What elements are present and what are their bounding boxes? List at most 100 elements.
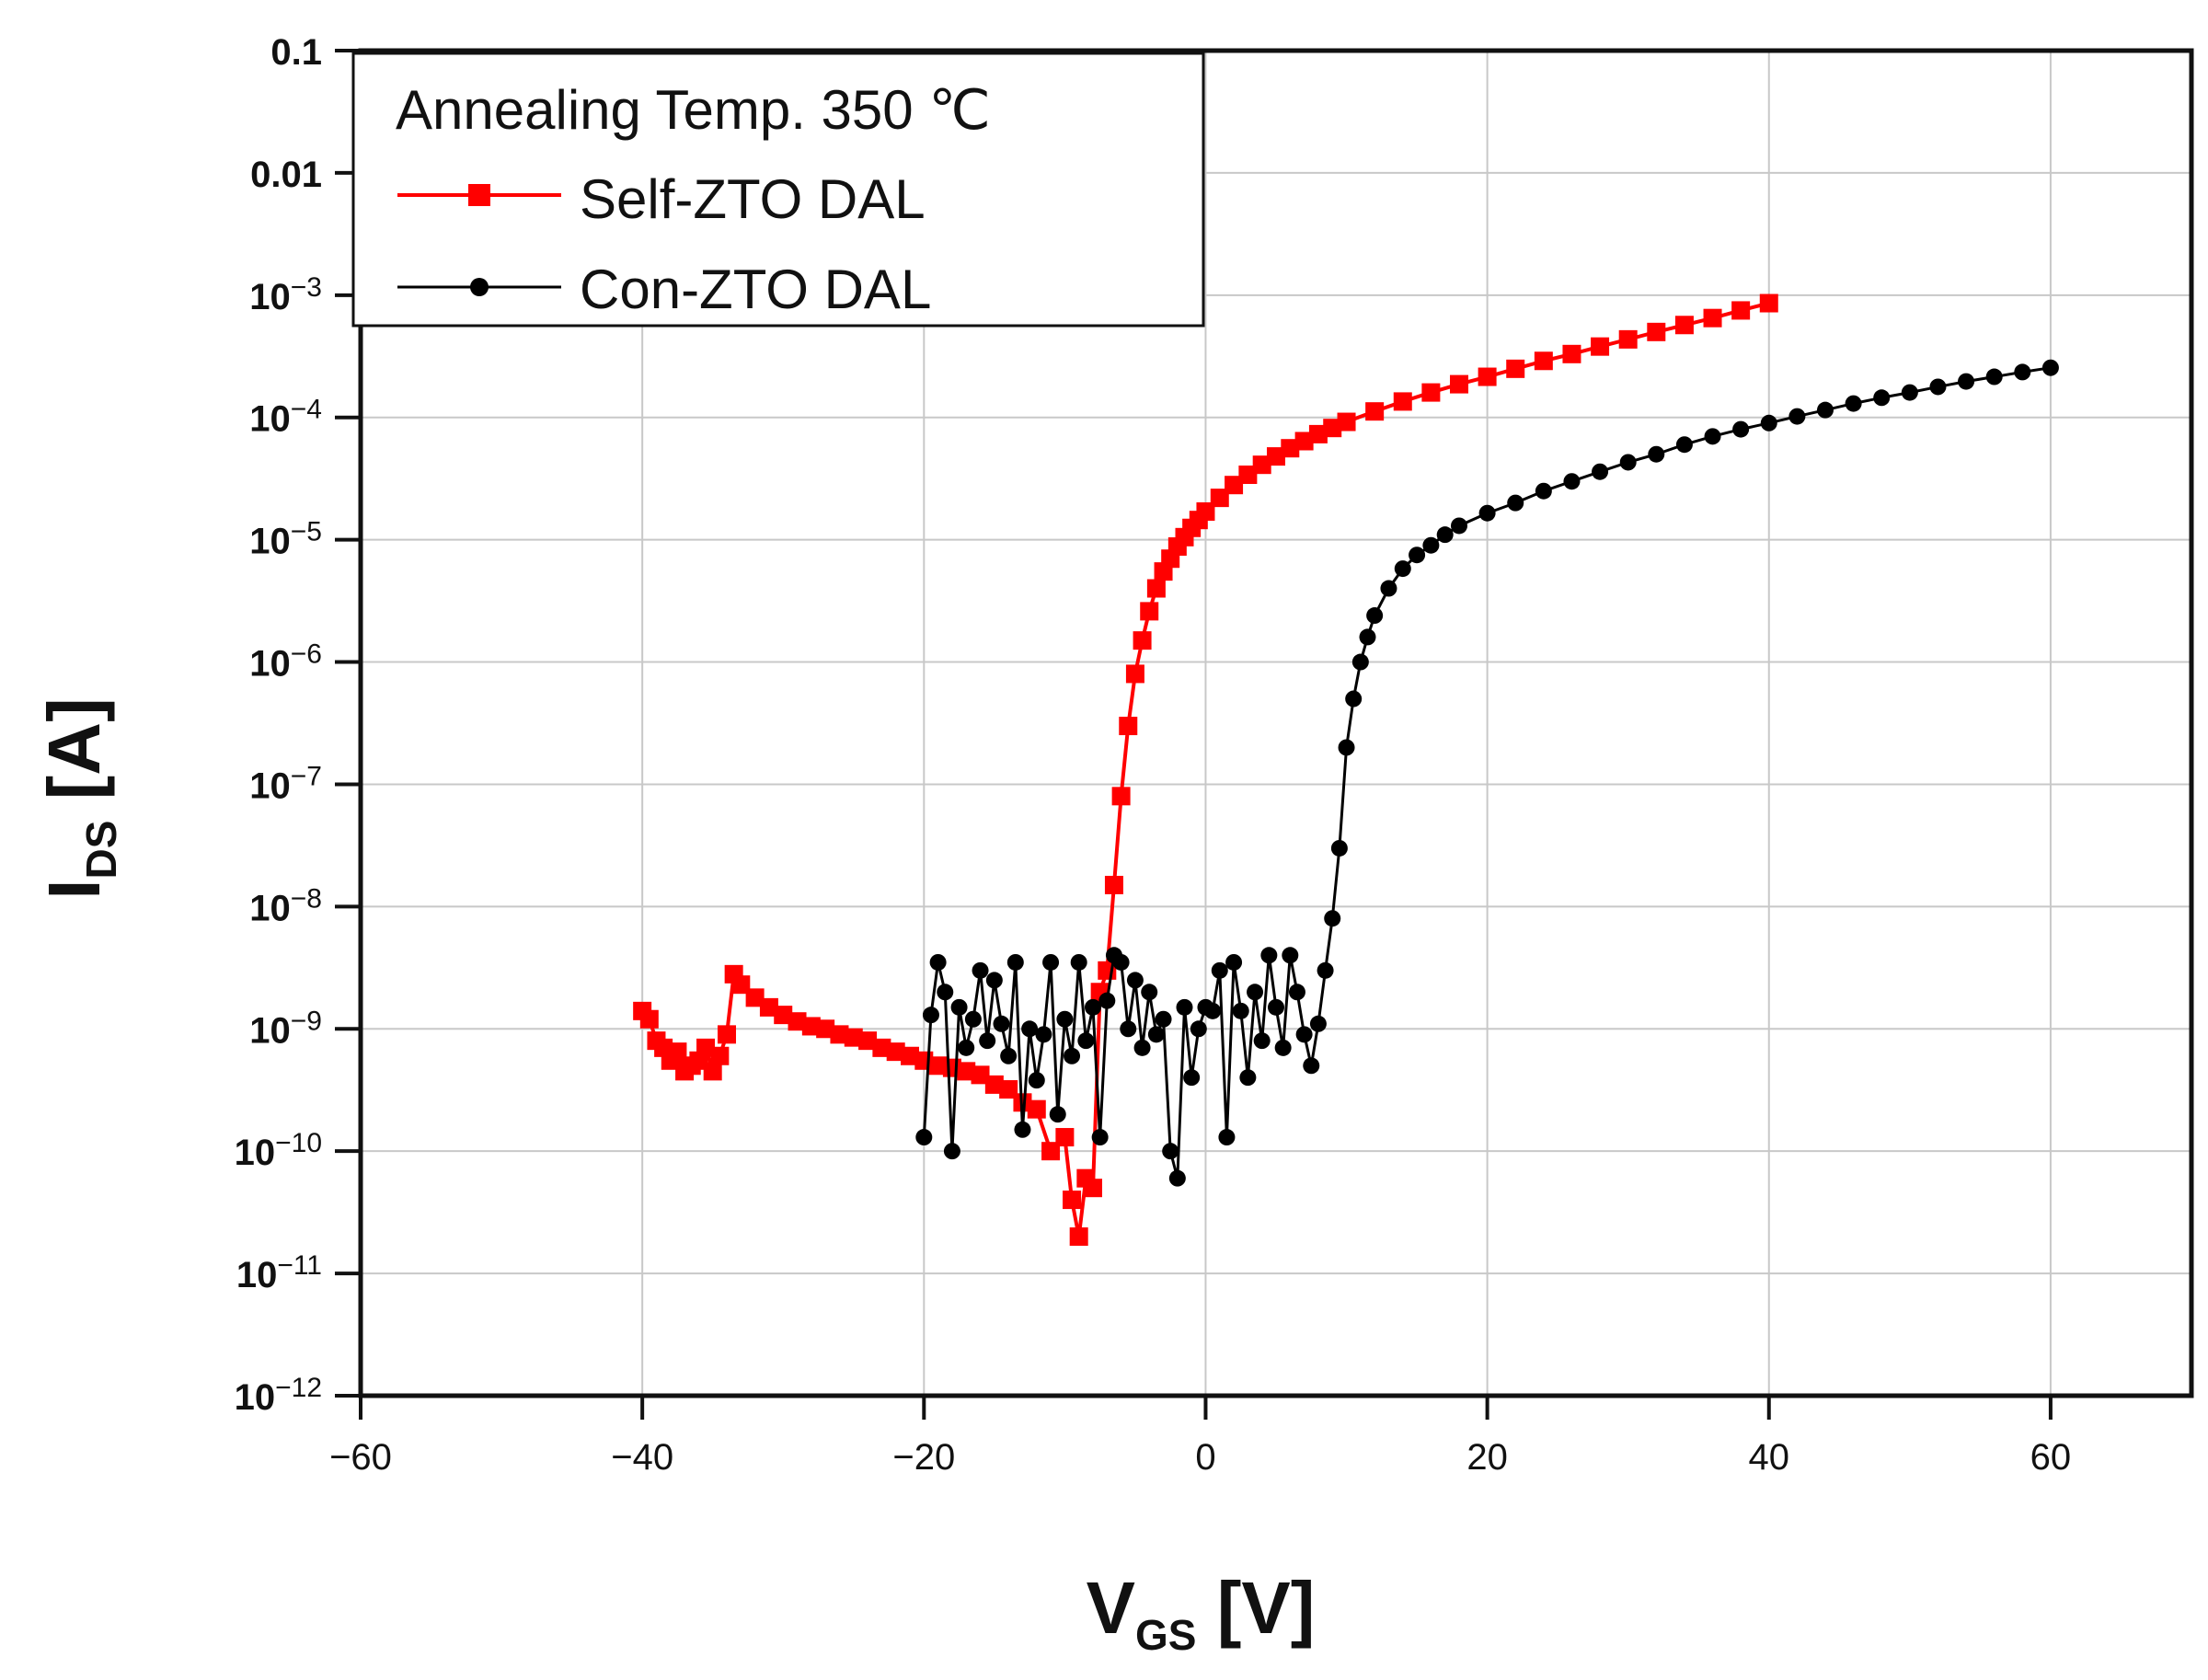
y-tick-label: 10−3: [249, 272, 322, 317]
data-point: [1041, 1142, 1061, 1161]
data-point: [1337, 412, 1356, 432]
data-point: [1338, 739, 1355, 756]
y-tick-label: 10−12: [235, 1373, 322, 1418]
data-point: [816, 1019, 835, 1039]
data-point: [1126, 972, 1144, 989]
data-point: [1267, 447, 1285, 466]
legend-box: [351, 52, 1205, 328]
data-point: [1674, 316, 1694, 335]
data-point: [1063, 1191, 1082, 1210]
data-point: [1064, 1047, 1081, 1064]
data-point: [901, 1046, 919, 1065]
data-point: [1675, 436, 1693, 454]
x-tick-label: −40: [611, 1437, 673, 1478]
data-point: [1247, 984, 1264, 1001]
legend-label-self: Self-ZTO DAL: [580, 168, 926, 230]
data-point: [1351, 653, 1369, 671]
data-point: [1085, 998, 1101, 1016]
data-point: [844, 1028, 863, 1047]
data-point: [668, 1042, 687, 1062]
x-tick-label: 60: [2030, 1437, 2072, 1478]
legend: Annealing Temp. 350 ℃ Self-ZTO DAL Con-Z…: [351, 52, 1205, 328]
y-tick-label: 10−6: [249, 639, 322, 685]
data-point: [1281, 439, 1300, 458]
data-point: [1027, 1099, 1046, 1119]
data-point: [971, 1065, 990, 1085]
data-point: [1308, 424, 1328, 443]
data-point: [985, 972, 1003, 989]
data-point: [1006, 953, 1024, 971]
data-point: [1562, 344, 1581, 363]
data-point: [1162, 1143, 1179, 1160]
svg-text:VGS [V]: VGS [V]: [1087, 1567, 1316, 1659]
data-point: [2014, 363, 2031, 381]
x-axis-label-sub: GS: [1135, 1611, 1196, 1659]
data-point: [1239, 1069, 1257, 1087]
data-point: [696, 1038, 716, 1057]
data-point: [1506, 359, 1525, 378]
y-axis-label-main: I: [33, 879, 115, 899]
data-point: [1478, 367, 1497, 386]
data-point: [1141, 984, 1158, 1001]
data-point: [1450, 374, 1468, 394]
data-point: [1035, 1026, 1052, 1043]
data-point: [984, 1075, 1004, 1094]
data-point: [1985, 368, 2003, 385]
data-point: [1098, 992, 1116, 1009]
data-point: [731, 975, 751, 995]
data-point: [2041, 359, 2059, 376]
series-con-zto-dal: [915, 359, 2059, 1187]
data-point: [774, 1006, 793, 1025]
data-point: [1077, 1032, 1095, 1050]
data-point: [1591, 337, 1610, 356]
data-point: [1394, 560, 1411, 578]
data-point: [1252, 455, 1271, 475]
data-point: [1091, 1129, 1109, 1146]
data-point: [1218, 1129, 1236, 1146]
data-point: [1365, 402, 1385, 421]
data-point: [1873, 389, 1891, 407]
data-point: [1647, 322, 1666, 341]
data-point: [1309, 1015, 1327, 1032]
data-point: [1014, 1121, 1031, 1138]
data-point: [1359, 628, 1376, 646]
data-point: [1282, 947, 1299, 964]
data-point: [1535, 482, 1552, 500]
data-point: [1760, 414, 1777, 432]
y-axis-label-unit: [A]: [33, 697, 115, 800]
svg-text:IDS [A]: IDS [A]: [33, 697, 125, 899]
data-point: [1409, 547, 1426, 564]
plot-frame: [358, 48, 2194, 1398]
data-point: [1901, 384, 1918, 401]
data-point: [1070, 953, 1087, 971]
data-point: [1021, 1020, 1039, 1038]
y-tick-label: 10−10: [235, 1128, 322, 1173]
data-point: [1176, 998, 1193, 1016]
y-tick-label: 10−7: [249, 761, 322, 806]
x-axis-label: VGS [V]: [1087, 1567, 1316, 1659]
data-point: [1323, 419, 1342, 438]
data-point: [1592, 463, 1609, 480]
data-point: [1330, 839, 1348, 857]
legend-marker-self: [468, 184, 490, 206]
data-point: [929, 953, 947, 971]
data-point: [788, 1012, 807, 1031]
y-tick-label: 10−4: [249, 395, 322, 440]
data-point: [1704, 428, 1721, 445]
data-point: [1732, 420, 1750, 438]
y-tick-label: 10−11: [236, 1250, 322, 1295]
y-axis-label-sub: DS: [77, 821, 125, 880]
data-point: [1147, 1026, 1165, 1043]
data-point: [1055, 1128, 1075, 1147]
data-point: [1345, 690, 1363, 708]
data-point: [801, 1017, 821, 1036]
data-point: [1421, 383, 1441, 402]
data-point: [1817, 401, 1834, 419]
data-point: [1056, 1010, 1074, 1028]
data-point: [745, 988, 765, 1007]
data-point: [1451, 517, 1467, 535]
data-point: [1028, 1072, 1045, 1089]
x-tick-label: 40: [1749, 1437, 1790, 1478]
data-point: [1563, 473, 1581, 490]
data-point: [1133, 631, 1152, 650]
